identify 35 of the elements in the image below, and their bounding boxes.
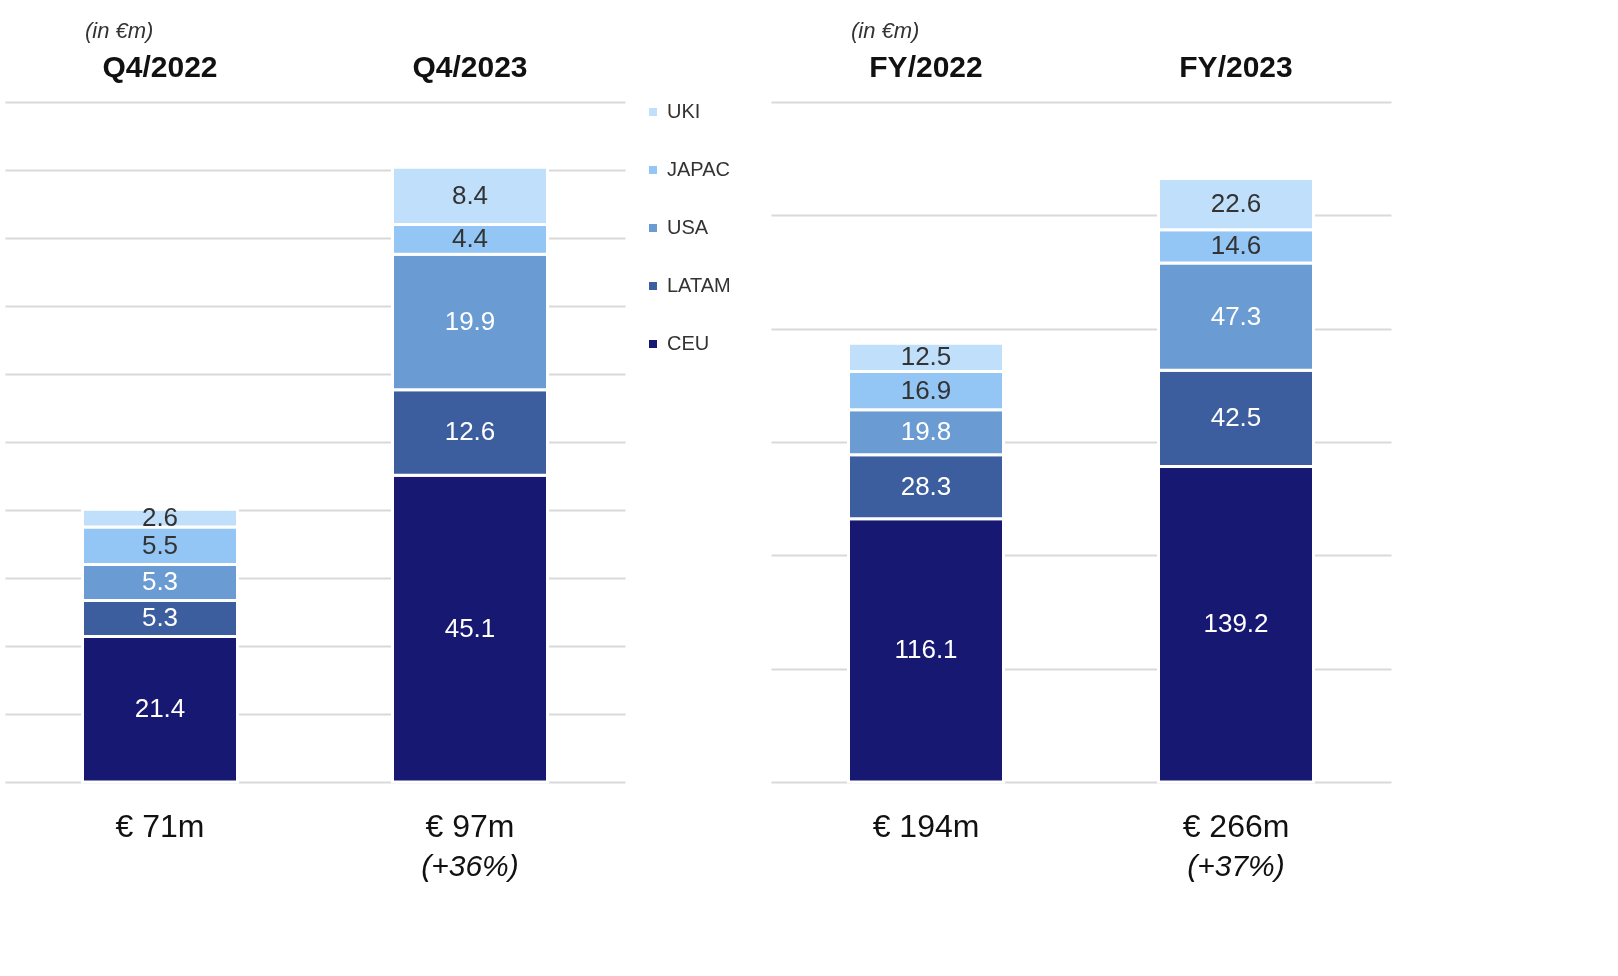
x-tick-label: Q4/2023 — [412, 49, 528, 83]
x-tick-label: FY/2023 — [1179, 49, 1293, 83]
text: € 266m — [1182, 808, 1290, 844]
data-label: 47.3 — [1210, 300, 1262, 331]
data-label: 22.6 — [1210, 188, 1262, 219]
text: € 97m — [425, 808, 515, 844]
legend-label: USA — [667, 216, 709, 238]
data-label: 19.9 — [444, 305, 496, 336]
data-label: 116.1 — [894, 634, 958, 665]
chart-subtitle: (in €m) — [85, 18, 154, 43]
data-label: 42.5 — [1210, 402, 1262, 433]
data-label: 19.8 — [900, 416, 952, 447]
text: € 194m — [872, 808, 980, 844]
data-label: 16.9 — [900, 374, 952, 405]
data-label: 28.3 — [900, 470, 952, 501]
data-label: 4.4 — [451, 223, 489, 254]
legend-label: CEU — [667, 332, 710, 354]
data-label: 21.4 — [134, 693, 186, 724]
chart-subtitle: (in €m) — [851, 18, 920, 43]
data-label: 8.4 — [451, 179, 489, 210]
x-tick-label: FY/2022 — [869, 49, 983, 83]
text: € 71m — [115, 808, 205, 844]
legend-label: LATAM — [667, 274, 731, 296]
data-label: 14.6 — [1210, 230, 1262, 261]
data-label: 45.1 — [444, 612, 496, 643]
legend-label: UKI — [667, 100, 701, 122]
text: (+36%) — [421, 849, 519, 882]
data-label: 5.3 — [141, 602, 179, 633]
data-label: 12.6 — [444, 416, 496, 447]
data-label: 5.3 — [141, 566, 179, 597]
text: (+37%) — [1187, 849, 1285, 882]
data-label: 12.5 — [900, 341, 952, 372]
data-label: 139.2 — [1203, 608, 1269, 639]
x-tick-label: Q4/2022 — [102, 49, 218, 83]
legend-label: JAPAC — [667, 158, 730, 180]
